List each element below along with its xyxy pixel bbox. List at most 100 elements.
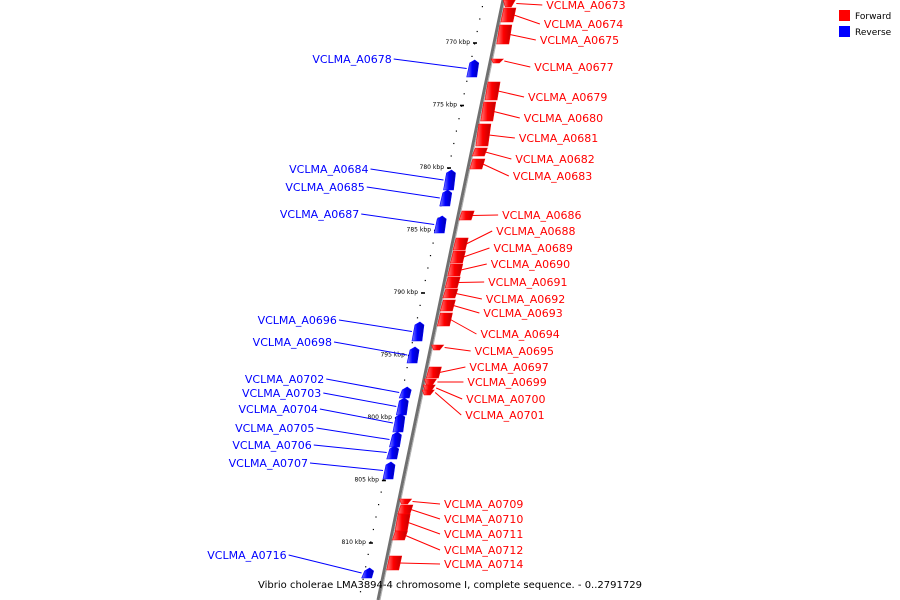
forward-gene-feature (502, 0, 516, 8)
reverse-gene-label: VCLMA_A0684 (289, 163, 368, 176)
legend-reverse-swatch (839, 26, 850, 37)
reverse-gene-label: VCLMA_A0707 (229, 457, 308, 470)
forward-gene-label: VCLMA_A0674 (544, 18, 623, 31)
forward-gene-label: VCLMA_A0689 (493, 242, 572, 255)
forward-gene-label: VCLMA_A0701 (465, 409, 544, 422)
forward-gene-label: VCLMA_A0714 (444, 558, 523, 571)
reverse-gene-label: VCLMA_A0698 (253, 336, 332, 349)
forward-leader-line (405, 535, 441, 551)
forward-gene-feature (397, 504, 414, 515)
minor-tick (370, 541, 372, 543)
reverse-gene-feature (439, 189, 453, 207)
reverse-gene-feature (389, 431, 402, 448)
reverse-gene-label: VCLMA_A0706 (232, 439, 311, 452)
reverse-gene-label: VCLMA_A0687 (280, 208, 359, 221)
forward-leader-line (455, 293, 482, 300)
reverse-leader-line (366, 186, 440, 199)
forward-gene-label: VCLMA_A0673 (546, 0, 625, 12)
minor-tick (466, 80, 468, 82)
minor-tick (450, 155, 452, 157)
forward-gene-feature (471, 147, 488, 157)
reverse-leader-line (333, 341, 408, 356)
reverse-gene-label: VCLMA_A0678 (312, 53, 391, 66)
tick-label: 800 kbp (367, 414, 392, 421)
reverse-leader-line (288, 554, 362, 574)
forward-leader-line (482, 163, 510, 177)
forward-gene-feature (394, 513, 411, 532)
tick-label: 790 kbp (394, 289, 419, 296)
forward-leader-line (410, 509, 441, 520)
forward-gene-label: VCLMA_A0711 (444, 528, 523, 541)
forward-gene-feature (386, 555, 403, 571)
minor-tick (380, 491, 382, 493)
minor-tick (479, 18, 481, 20)
reverse-gene-label: VCLMA_A0696 (258, 314, 337, 327)
forward-gene-feature (444, 276, 461, 289)
reverse-gene-feature (398, 386, 412, 399)
minor-tick (481, 6, 483, 8)
reverse-gene-feature (406, 346, 420, 364)
forward-gene-label: VCLMA_A0710 (444, 513, 523, 526)
forward-gene-feature (392, 530, 408, 541)
minor-tick (455, 130, 457, 132)
minor-tick (471, 55, 473, 57)
forward-gene-feature (426, 366, 442, 379)
minor-tick (367, 553, 369, 555)
reverse-leader-line (393, 58, 467, 69)
forward-leader-line (412, 501, 441, 505)
minor-tick (427, 267, 429, 269)
reverse-gene-feature (395, 397, 409, 416)
minor-tick (419, 304, 421, 306)
gene-features (361, 0, 517, 579)
forward-leader-line (488, 134, 515, 139)
minor-tick (411, 342, 413, 344)
reverse-leader-line (309, 462, 384, 471)
reverse-leader-line (313, 444, 387, 453)
reverse-leader-line (319, 408, 393, 424)
forward-gene-feature (442, 288, 459, 299)
reverse-gene-label: VCLMA_A0685 (285, 181, 364, 194)
forward-gene-feature (447, 263, 464, 277)
legend-forward-label: Forward (855, 12, 891, 22)
forward-gene-feature (421, 389, 435, 396)
tick-label: 775 kbp (433, 102, 458, 109)
forward-gene-feature (458, 210, 475, 221)
tick-label: 805 kbp (354, 477, 379, 484)
reverse-leader-line (326, 378, 400, 393)
forward-gene-label: VCLMA_A0688 (496, 225, 575, 238)
minor-tick (429, 255, 432, 257)
tick-label: 785 kbp (407, 227, 432, 234)
reverse-gene-label: VCLMA_A0702 (245, 373, 324, 386)
forward-leader-line (513, 14, 541, 25)
forward-leader-line (450, 319, 477, 335)
forward-gene-feature (439, 299, 456, 312)
forward-leader-line (504, 60, 531, 68)
forward-gene-label: VCLMA_A0695 (475, 345, 554, 358)
forward-leader-line (497, 90, 525, 98)
reverse-leader-line (370, 168, 444, 181)
forward-gene-feature (475, 123, 492, 147)
minor-tick (432, 242, 434, 244)
forward-gene-feature (484, 81, 501, 101)
forward-leader-line (463, 247, 490, 258)
tick-label: 770 kbp (446, 39, 471, 46)
reverse-gene-label: VCLMA_A0705 (235, 422, 314, 435)
forward-leader-line (436, 387, 463, 400)
reverse-leader-line (338, 319, 412, 332)
reverse-gene-feature (466, 59, 480, 78)
forward-leader-line (485, 151, 512, 160)
forward-leader-line (399, 562, 441, 565)
forward-gene-label: VCLMA_A0683 (513, 170, 592, 183)
forward-leader-line (509, 34, 536, 41)
forward-leader-line (444, 347, 471, 352)
forward-gene-feature (452, 237, 469, 251)
reverse-leader-line (316, 427, 390, 440)
tick-label: 795 kbp (380, 352, 405, 359)
legend-forward-swatch (839, 10, 850, 21)
forward-leader-line (458, 281, 485, 283)
leader-lines (288, 3, 543, 574)
gene-labels: VCLMA_A0673 VCLMA_A0674 VCLMA_A0675 VCLMA_A… (207, 0, 625, 571)
reverse-gene-feature (361, 567, 374, 579)
forward-gene-label: VCLMA_A0679 (528, 91, 607, 104)
